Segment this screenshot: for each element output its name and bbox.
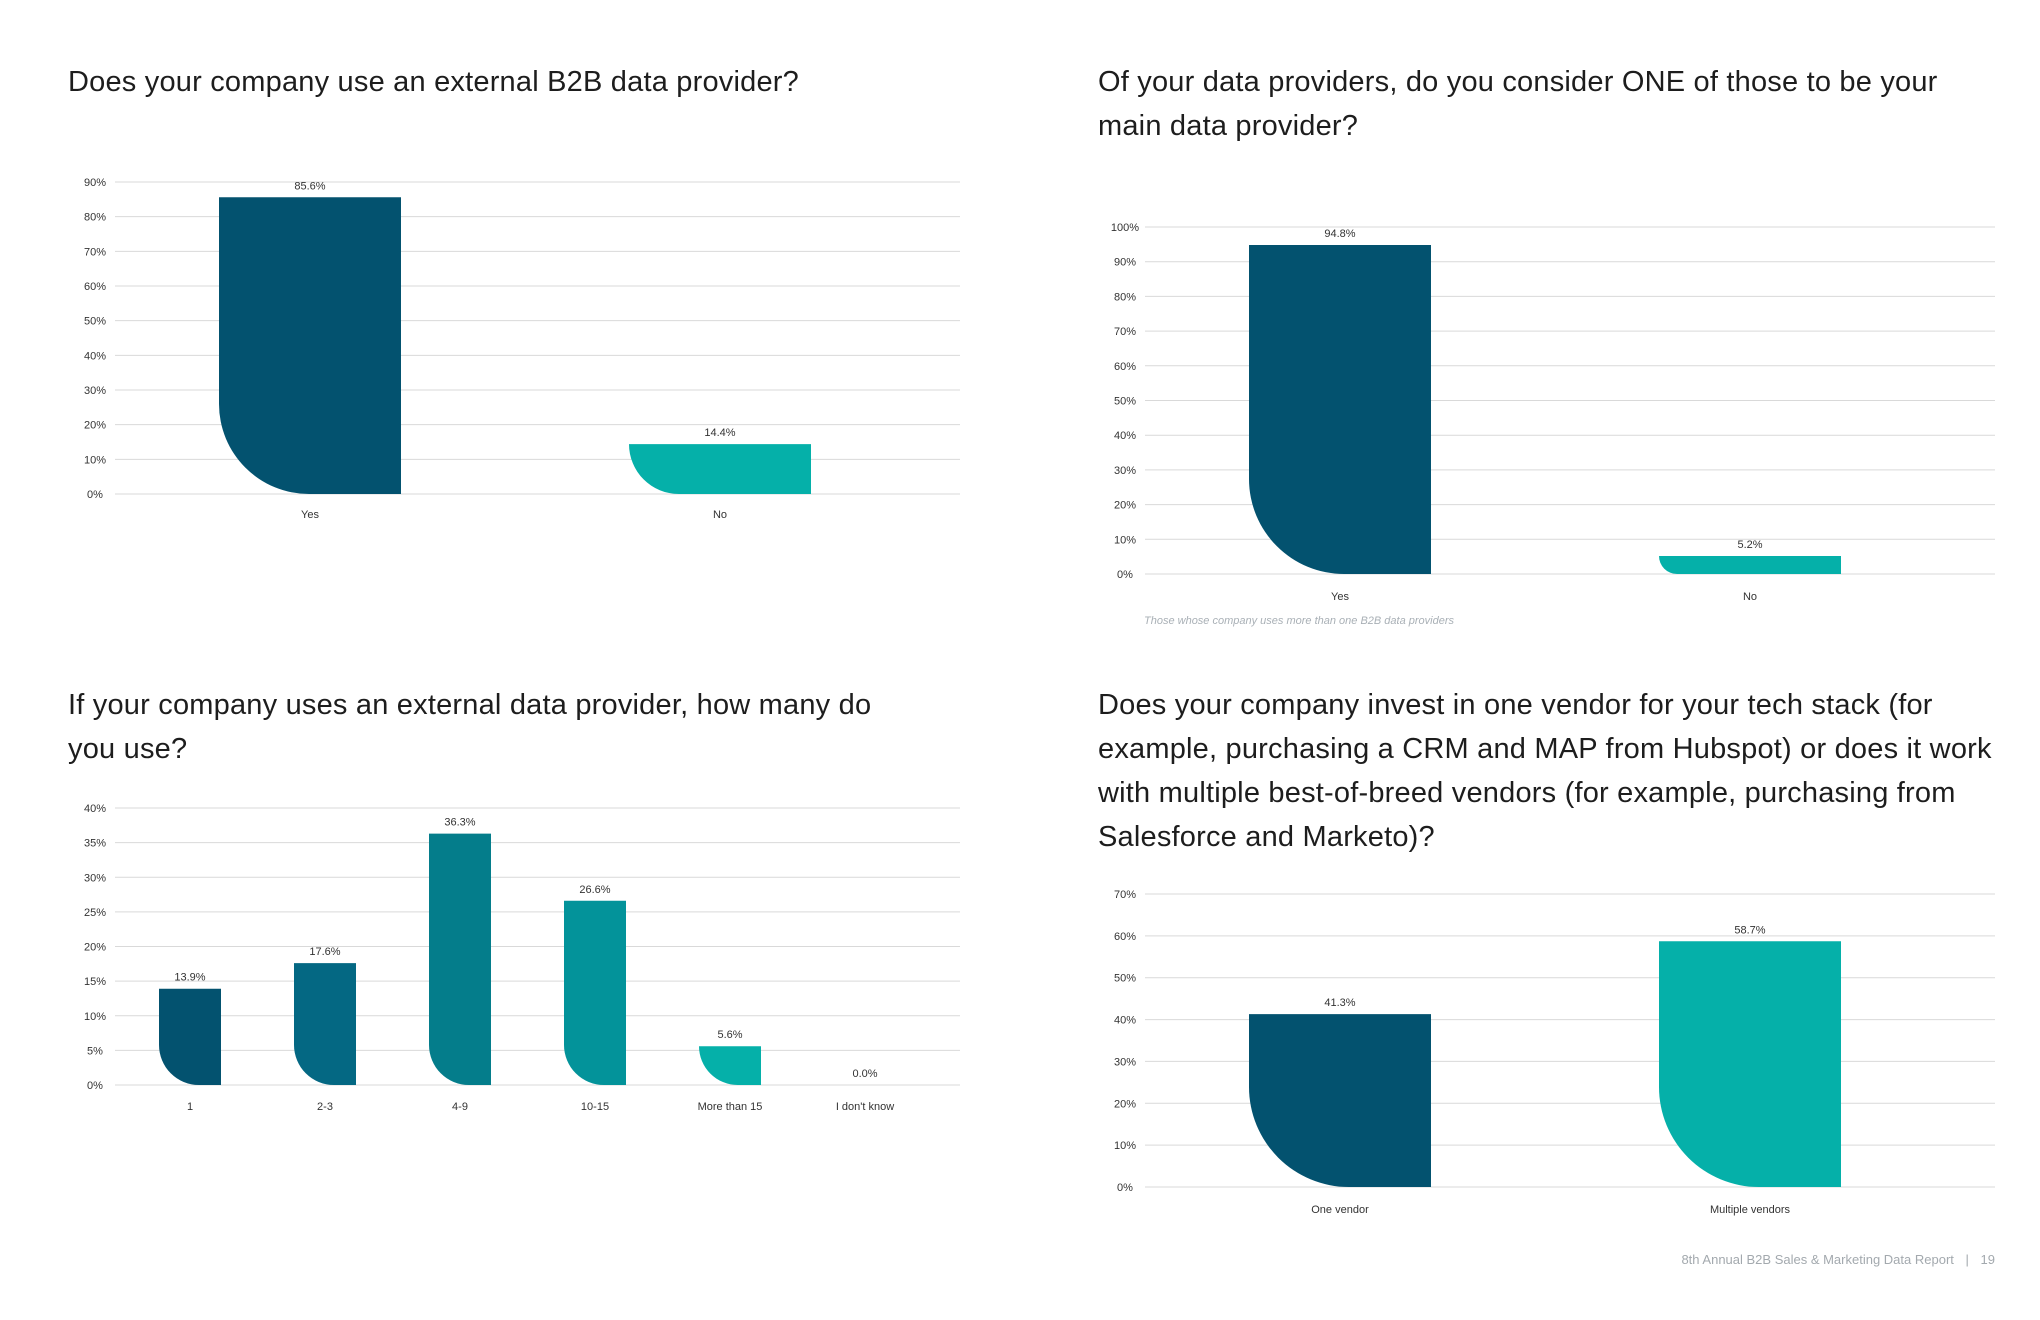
x-category-label: One vendor [1311, 1204, 1369, 1216]
chart-q2: 0% 10% 20% 30% 40% 50% 60% 70% 80% 90% 100% 94.8% Ye… [1111, 222, 1995, 603]
y-tick-label: 40% [1114, 430, 1136, 442]
data-label: 94.8% [1324, 228, 1355, 240]
data-label: 36.3% [444, 817, 475, 829]
x-category-label: No [713, 509, 727, 521]
x-category-label: Yes [1331, 591, 1349, 603]
data-label: 13.9% [174, 972, 205, 984]
chart-title-q1: Does your company use an external B2B da… [68, 66, 799, 98]
x-category-label: 1 [187, 1101, 193, 1113]
chart-title-q2: Of your data providers, do you consider … [1098, 66, 1938, 142]
bar [1249, 1014, 1431, 1187]
y-tick-label: 70% [1114, 326, 1136, 338]
y-tick-label: 30% [84, 385, 106, 397]
data-label: 85.6% [294, 180, 325, 192]
chart-q3: 0% 5% 10% 15% 20% 25% 30% 35% 40% 13.9% 1 17.6% 2-3 3… [84, 803, 960, 1113]
data-label: 58.7% [1734, 924, 1765, 936]
bar [564, 900, 626, 1085]
x-category-label: Multiple vendors [1710, 1204, 1791, 1216]
footer-report-title: 8th Annual B2B Sales & Marketing Data Re… [1681, 1252, 1954, 1267]
y-tick-label: 35% [84, 838, 106, 850]
bar [1659, 555, 1841, 574]
y-tick-label: 90% [1114, 257, 1136, 269]
chart-note-q2: Those whose company uses more than one B… [1144, 615, 1455, 627]
bar [219, 197, 401, 494]
x-category-label: 2-3 [317, 1101, 333, 1113]
y-tick-label: 20% [1114, 1098, 1136, 1110]
chart-q1: 0% 10% 20% 30% 40% 50% 60% 70% 80% 90% 85.6% Yes 14.… [84, 177, 960, 521]
y-tick-label: 20% [84, 420, 106, 432]
bar [294, 963, 356, 1085]
page-number: 19 [1980, 1252, 1995, 1267]
y-tick-label: 60% [1114, 931, 1136, 943]
chart-q4: 0% 10% 20% 30% 40% 50% 60% 70% 41.3% One vendor 58… [1114, 889, 1995, 1216]
x-category-label: I don't know [836, 1101, 894, 1113]
y-tick-label: 60% [84, 281, 106, 293]
y-tick-label: 30% [84, 872, 106, 884]
chart-title-q3: If your company uses an external data pr… [68, 689, 872, 765]
y-tick-label: 0% [1117, 1182, 1133, 1194]
y-tick-label: 50% [1114, 396, 1136, 408]
y-tick-label: 30% [1114, 1056, 1136, 1068]
y-tick-label: 0% [1117, 569, 1133, 581]
x-category-label: 10-15 [581, 1101, 609, 1113]
y-tick-label: 25% [84, 907, 106, 919]
y-tick-label: 40% [84, 803, 106, 815]
y-tick-label: 20% [1114, 500, 1136, 512]
bar [1249, 245, 1431, 574]
y-tick-label: 50% [1114, 973, 1136, 985]
bar [429, 833, 491, 1085]
bar [159, 988, 221, 1085]
y-tick-label: 60% [1114, 361, 1136, 373]
y-tick-label: 10% [84, 1011, 106, 1023]
y-tick-label: 10% [1114, 1140, 1136, 1152]
data-label: 17.6% [309, 946, 340, 958]
y-tick-label: 10% [1114, 534, 1136, 546]
y-tick-label: 10% [84, 454, 106, 466]
data-label: 5.6% [717, 1029, 742, 1041]
data-label: 0.0% [852, 1068, 877, 1080]
y-tick-label: 0% [87, 1080, 103, 1092]
y-tick-label: 70% [1114, 889, 1136, 901]
y-tick-label: 0% [87, 489, 103, 501]
y-tick-label: 5% [87, 1045, 103, 1057]
data-label: 41.3% [1324, 997, 1355, 1009]
chart-title-q4: Does your company invest in one vendor f… [1098, 689, 1992, 853]
data-label: 5.2% [1737, 539, 1762, 551]
y-tick-label: 50% [84, 316, 106, 328]
y-tick-label: 100% [1111, 222, 1139, 234]
x-category-label: No [1743, 591, 1757, 603]
bar [699, 1046, 761, 1085]
x-category-label: More than 15 [698, 1101, 763, 1113]
y-tick-label: 15% [84, 976, 106, 988]
page-footer: 8th Annual B2B Sales & Marketing Data Re… [1681, 1252, 1995, 1267]
y-tick-label: 40% [1114, 1015, 1136, 1027]
y-tick-label: 80% [1114, 291, 1136, 303]
y-tick-label: 70% [84, 246, 106, 258]
data-label: 14.4% [704, 427, 735, 439]
data-label: 26.6% [579, 884, 610, 896]
y-tick-label: 30% [1114, 465, 1136, 477]
y-tick-label: 80% [84, 212, 106, 224]
y-tick-label: 20% [84, 942, 106, 954]
bar [1659, 941, 1841, 1187]
x-category-label: Yes [301, 509, 319, 521]
footer-divider: | [1965, 1252, 1969, 1267]
y-tick-label: 90% [84, 177, 106, 189]
bar [629, 444, 811, 494]
y-tick-label: 40% [84, 350, 106, 362]
x-category-label: 4-9 [452, 1101, 468, 1113]
